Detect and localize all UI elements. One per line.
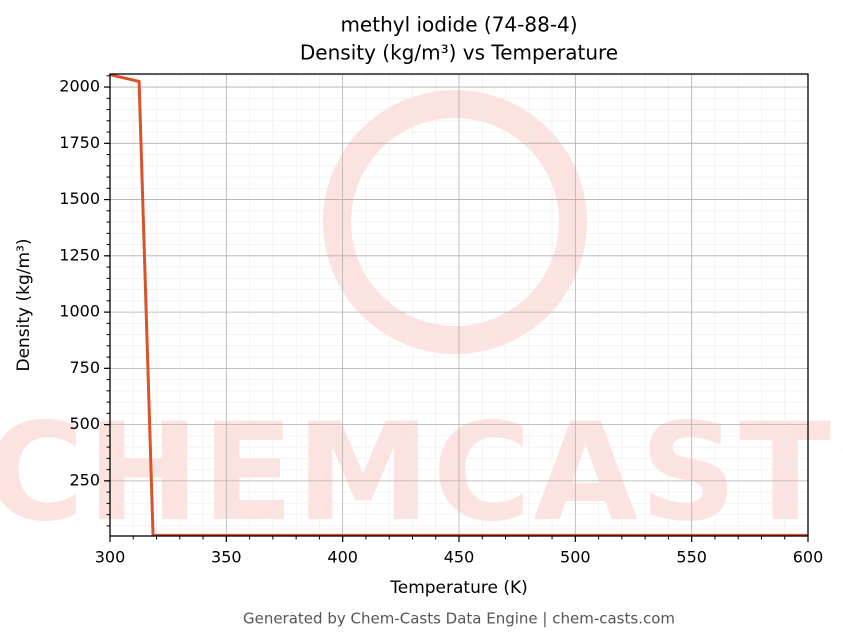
x-tick-label: 600 <box>793 548 824 567</box>
watermark-text: CHEMCASTS <box>0 394 843 551</box>
x-tick-label: 300 <box>95 548 126 567</box>
y-tick-label: 500 <box>69 414 100 433</box>
x-tick-label: 350 <box>211 548 242 567</box>
y-tick-label: 1000 <box>59 302 100 321</box>
y-tick-label: 2000 <box>59 77 100 96</box>
grid <box>109 74 809 536</box>
footer: Generated by Chem-Casts Data Engine | ch… <box>243 610 675 628</box>
y-axis-label: Density (kg/m³) <box>14 238 34 371</box>
x-tick-label: 450 <box>444 548 475 567</box>
x-tick-label: 500 <box>560 548 591 567</box>
y-tick-label: 250 <box>69 470 100 489</box>
x-axis-label: Temperature (K) <box>389 578 528 598</box>
y-tick-label: 1250 <box>59 245 100 264</box>
x-tick-label: 550 <box>676 548 707 567</box>
y-tick-label: 750 <box>69 358 100 377</box>
y-tick-label: 1750 <box>59 133 100 152</box>
data-line <box>110 74 808 536</box>
plot-frame <box>109 73 809 537</box>
y-tick-label: 1500 <box>59 189 100 208</box>
x-tick-label: 400 <box>327 548 358 567</box>
chart-title: methyl iodide (74-88-4) <box>340 13 577 37</box>
chart-subtitle: Density (kg/m³) vs Temperature <box>300 41 618 65</box>
